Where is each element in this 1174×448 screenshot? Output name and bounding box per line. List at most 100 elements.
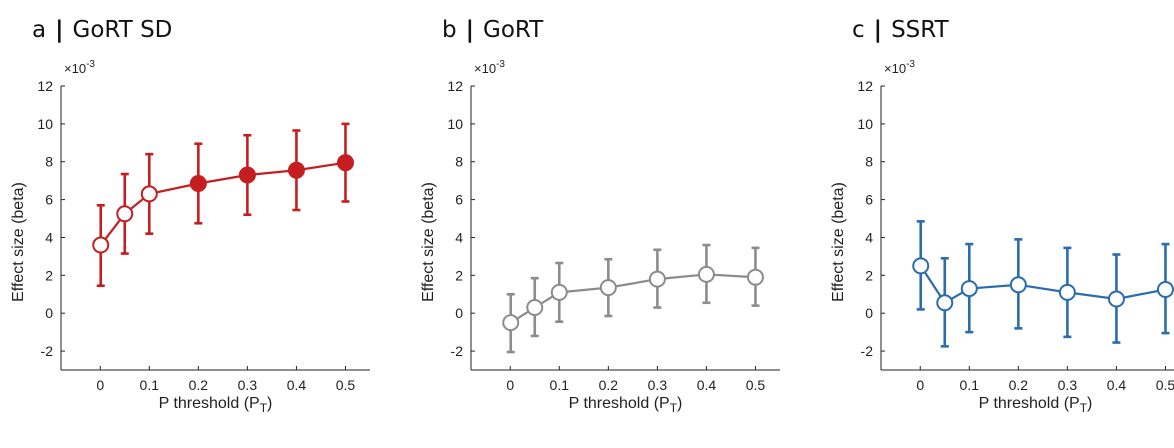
y-exponent-label: ×10-3 (474, 59, 505, 76)
y-tick-label: 2 (455, 267, 463, 283)
x-tick-label: 0.1 (140, 377, 160, 393)
y-tick-label: 8 (455, 154, 463, 170)
x-axis-label-subscript: T (1080, 401, 1088, 415)
x-tick-label: 0.3 (238, 377, 258, 393)
data-point (912, 257, 930, 275)
x-axis-label-subscript: T (260, 401, 268, 415)
data-point (746, 268, 764, 286)
y-tick-label: 0 (865, 305, 873, 321)
y-tick-label: 8 (45, 154, 53, 170)
x-axis-label-paren: ) (677, 395, 682, 412)
y-tick-label: -2 (451, 343, 464, 359)
y-tick-label: 12 (857, 78, 873, 94)
data-point (526, 299, 544, 317)
panel-title: b | GoRT (442, 17, 544, 43)
panel-letter: a (32, 17, 46, 43)
x-tick-label: 0 (916, 377, 924, 393)
y-exponent-base: ×10 (884, 61, 906, 76)
series-line (510, 273, 756, 324)
y-tick-label: 6 (865, 192, 873, 208)
y-exponent-power: -3 (496, 59, 505, 70)
data-point (1009, 276, 1027, 294)
x-axis-label-subscript: T (670, 401, 678, 415)
y-tick-label: 6 (45, 192, 53, 208)
panel-title-text: SSRT (891, 17, 950, 43)
y-exponent-label: ×10-3 (64, 59, 95, 76)
x-axis-label-paren: ) (267, 395, 272, 412)
y-tick-label: 10 (857, 116, 873, 132)
y-tick-label: 2 (865, 267, 873, 283)
data-point (1107, 290, 1125, 308)
x-tick-label: 0.5 (1156, 377, 1174, 393)
x-tick-label: 0.2 (599, 377, 619, 393)
y-tick-label: -2 (861, 343, 874, 359)
x-axis-label-text: P threshold (P (159, 395, 260, 412)
x-axis-label-text: P threshold (P (979, 395, 1080, 412)
data-point (1156, 281, 1174, 299)
data-point (1058, 283, 1076, 301)
x-tick-label: 0.1 (960, 377, 980, 393)
x-tick-label: 0 (96, 377, 104, 393)
data-point (238, 166, 256, 184)
data-point (92, 236, 110, 254)
data-point (189, 175, 207, 193)
series-line (99, 161, 346, 246)
y-tick-label: 12 (37, 78, 53, 94)
data-point (697, 265, 715, 283)
x-tick-label: 0.4 (287, 377, 307, 393)
data-point (502, 314, 520, 332)
data-point (140, 185, 158, 203)
y-axis-label: Effect size (beta) (10, 182, 27, 302)
x-tick-label: 0.5 (746, 377, 766, 393)
x-tick-label: 0.2 (1009, 377, 1029, 393)
y-exponent-power: -3 (86, 59, 95, 70)
y-tick-label: 6 (455, 192, 463, 208)
panel-separator: | (466, 17, 474, 43)
y-exponent-base: ×10 (474, 61, 496, 76)
y-tick-label: 12 (447, 78, 463, 94)
x-tick-label: 0.5 (336, 377, 356, 393)
panel-b: b | GoRT -2 0 2 4 6 8 10 12 0 0.1 0.2 0.3 0.4 0.5 ×10-3 P … (420, 17, 780, 415)
y-exponent-label: ×10-3 (884, 59, 915, 76)
x-tick-label: 0 (506, 377, 514, 393)
panel-title: a | GoRT SD (32, 17, 172, 43)
data-point (336, 154, 354, 172)
y-exponent-base: ×10 (64, 61, 86, 76)
x-tick-label: 0.4 (1107, 377, 1127, 393)
panel-letter: b (442, 17, 457, 43)
y-tick-label: 4 (865, 229, 873, 245)
y-exponent-power: -3 (906, 59, 915, 70)
panel-a: a | GoRT SD -2 0 2 4 6 8 10 12 0 0.1 0.2 0.3 0.4 0.5 ×10-… (10, 17, 370, 415)
panel-letter: c (852, 17, 865, 43)
series-line (919, 265, 1166, 305)
y-tick-label: 0 (455, 305, 463, 321)
y-tick-label: 10 (37, 116, 53, 132)
panel-title: c | SSRT (852, 17, 950, 43)
x-tick-label: 0.3 (648, 377, 668, 393)
panel-separator: | (55, 17, 63, 43)
y-tick-label: 2 (45, 267, 53, 283)
y-tick-label: 4 (45, 229, 53, 245)
y-tick-label: 4 (455, 229, 463, 245)
y-axis-label: Effect size (beta) (420, 182, 437, 302)
x-tick-label: 0.3 (1058, 377, 1078, 393)
y-axis-label: Effect size (beta) (830, 182, 847, 302)
data-point (936, 294, 954, 312)
panel-title-text: GoRT (483, 17, 544, 43)
x-axis-label-text: P threshold (P (569, 395, 670, 412)
y-tick-label: 0 (45, 305, 53, 321)
panel-title-text: GoRT SD (73, 17, 173, 43)
data-point (960, 280, 978, 298)
x-axis-label-paren: ) (1087, 395, 1092, 412)
x-tick-label: 0.1 (550, 377, 570, 393)
x-axis-label: P threshold (PT) (159, 395, 273, 415)
panel-c: c | SSRT -2 0 2 4 6 8 10 12 0 0.1 0.2 0.3 0.4 0.5 ×10-3 P … (830, 17, 1174, 415)
data-point (550, 283, 568, 301)
data-point (116, 205, 134, 223)
data-point (599, 279, 617, 297)
x-tick-label: 0.4 (697, 377, 717, 393)
data-point (648, 270, 666, 288)
y-tick-label: 10 (447, 116, 463, 132)
x-tick-label: 0.2 (189, 377, 209, 393)
